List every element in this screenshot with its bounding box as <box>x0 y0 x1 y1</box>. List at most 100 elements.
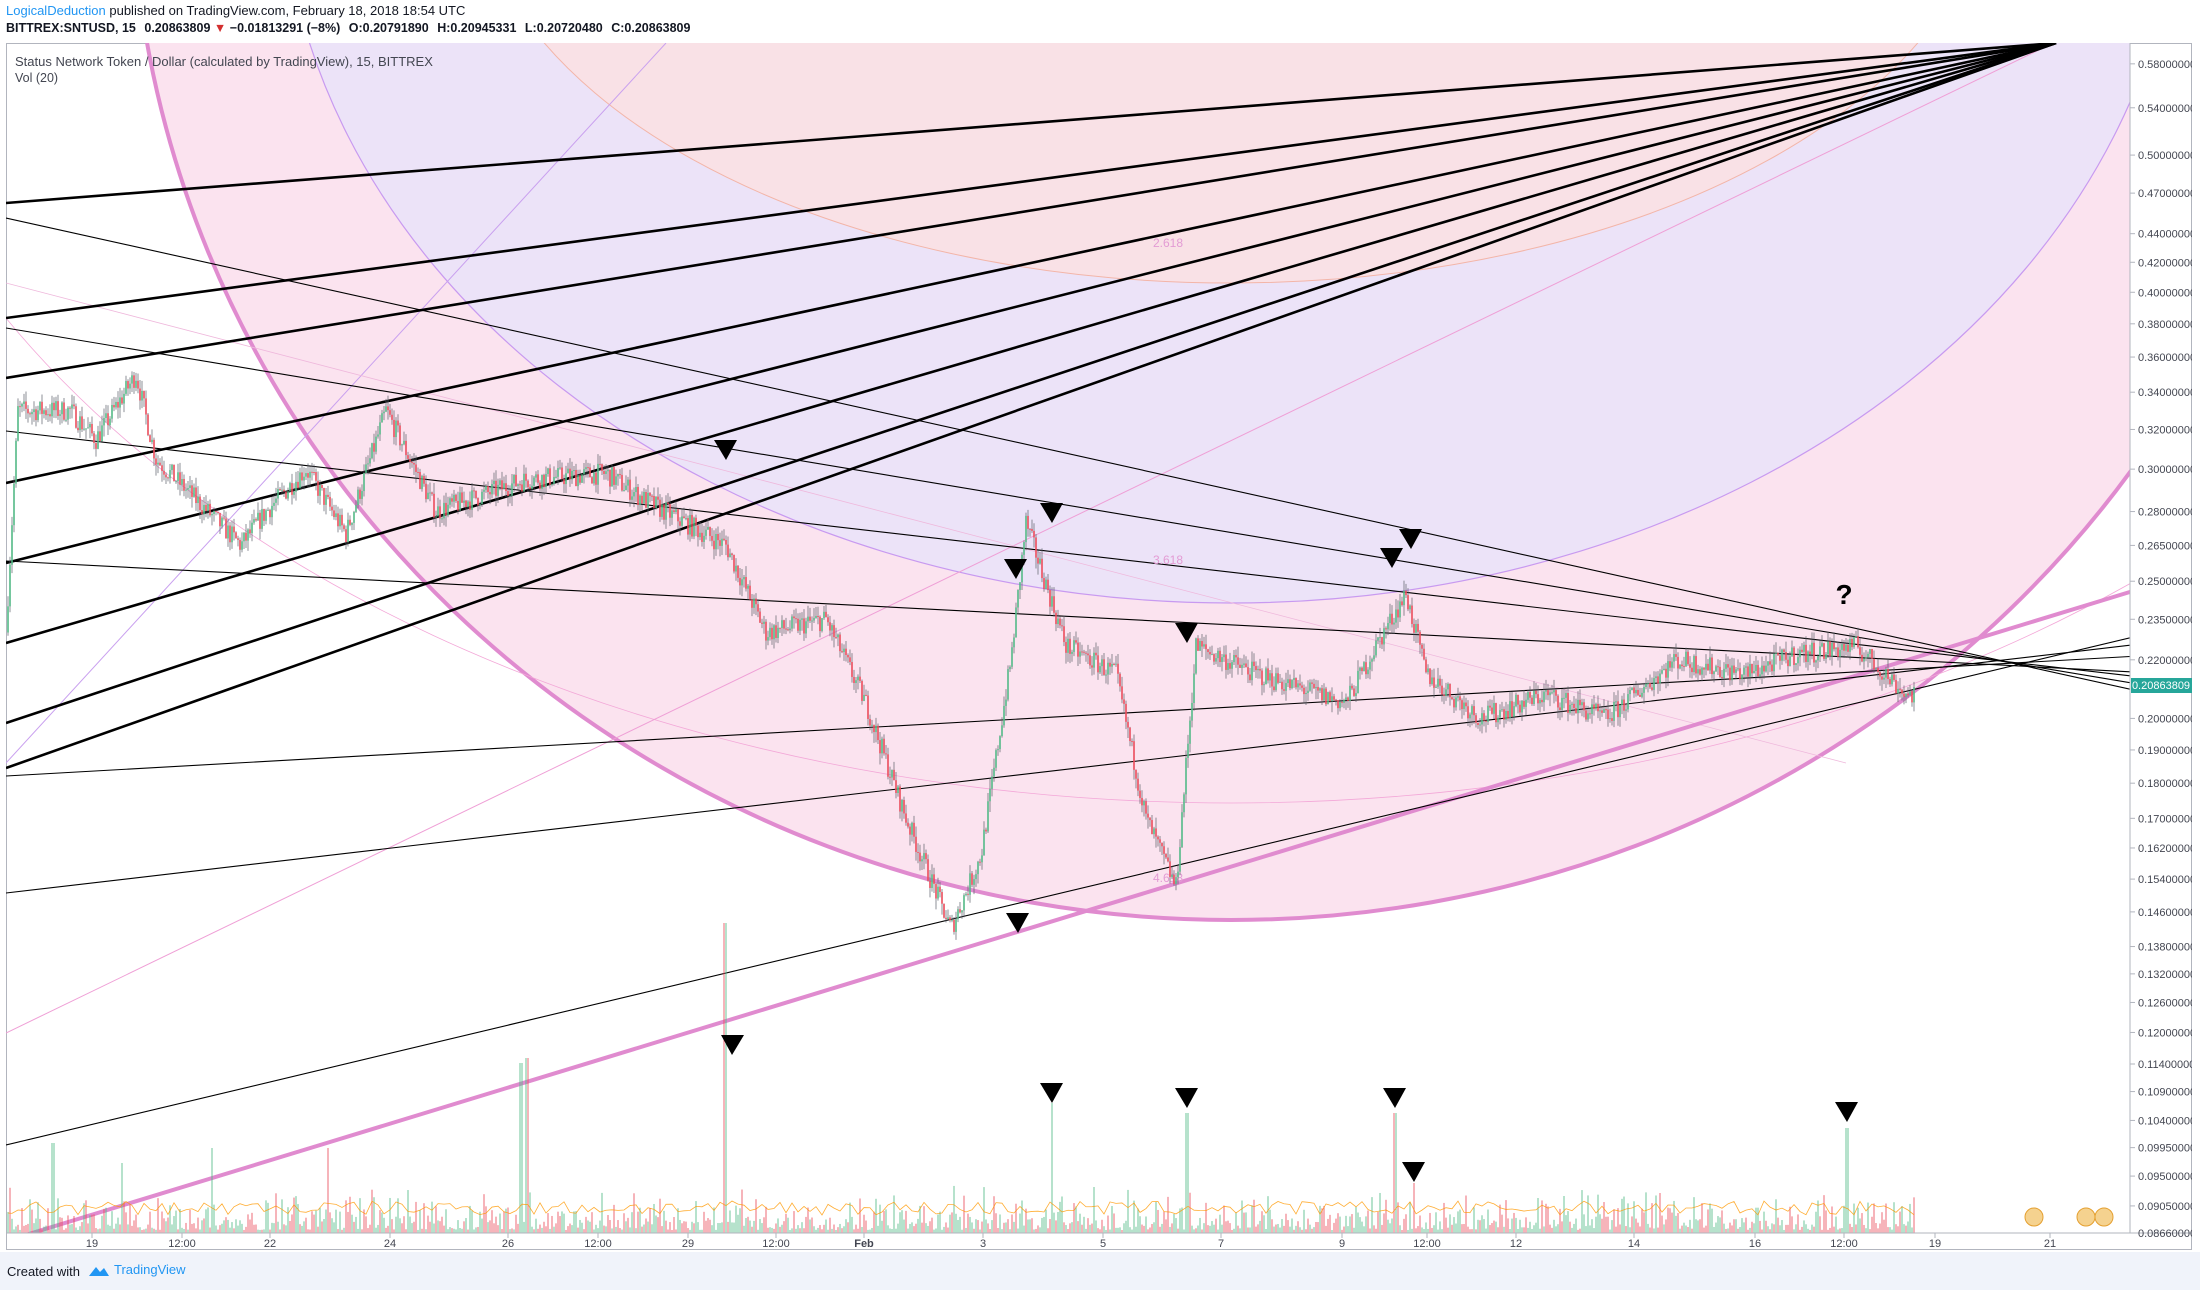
volume-bar <box>1197 1225 1199 1233</box>
volume-bar <box>1511 1218 1513 1233</box>
marker-triangle-icon[interactable] <box>714 440 737 460</box>
volume-bar <box>1425 1222 1427 1233</box>
fan-line-5[interactable] <box>6 43 2057 565</box>
candle-body <box>1857 636 1859 648</box>
candle-body <box>327 494 329 497</box>
candle-body <box>35 409 37 421</box>
candle-body <box>545 473 547 488</box>
candle-body <box>1433 677 1435 688</box>
conv-line-7[interactable] <box>6 623 2192 1146</box>
event-flag-icon[interactable] <box>2024 1207 2044 1227</box>
volume-bar <box>1003 1222 1005 1233</box>
volume-bar <box>1813 1226 1815 1233</box>
candle-body <box>167 477 169 479</box>
candle-body <box>313 472 315 474</box>
candle-body <box>1877 667 1879 673</box>
fan-line-1[interactable] <box>6 43 2057 205</box>
candle-body <box>527 480 529 488</box>
marker-triangle-icon[interactable] <box>1835 1102 1858 1122</box>
volume-bar <box>347 1211 349 1233</box>
marker-triangle-icon[interactable] <box>1040 503 1063 523</box>
price-chart[interactable]: 2.618 3.618 4.618 ? <box>6 43 2192 1250</box>
price-axis[interactable]: 0.580000000.540000000.500000000.47000000… <box>2130 59 2192 1240</box>
marker-triangle-icon[interactable] <box>1175 623 1198 643</box>
candle-body <box>463 500 465 503</box>
volume-bar <box>935 1228 937 1233</box>
volume-bar <box>1653 1228 1655 1233</box>
low-value: L:0.20720480 <box>524 21 603 35</box>
volume-bar <box>593 1229 595 1233</box>
candle-body <box>1013 637 1015 648</box>
marker-triangle-icon[interactable] <box>1380 548 1403 568</box>
time-axis[interactable]: 19 12:00 22 24 26 12:00 29 12:00 Feb 3 5 7 9 12:00 12 1… <box>86 1233 2056 1250</box>
question-annotation[interactable]: ? <box>1835 579 1852 610</box>
volume-bar <box>365 1216 367 1233</box>
volume-bar <box>83 1203 85 1233</box>
marker-triangle-icon[interactable] <box>1006 913 1029 933</box>
volume-bar <box>1645 1192 1647 1233</box>
fib-circles[interactable] <box>6 43 2192 922</box>
candle-body <box>1381 637 1383 645</box>
volume-bar <box>1361 1221 1363 1233</box>
fan-line-3[interactable] <box>6 43 2057 380</box>
volume-bar <box>1829 1227 1831 1233</box>
fan-line-8[interactable] <box>6 43 2057 770</box>
fan-line-4[interactable] <box>6 43 2057 485</box>
volume-bar <box>129 1204 131 1233</box>
volume-bar <box>949 1214 951 1233</box>
trend-line-magenta[interactable] <box>6 573 2192 1241</box>
candle-body <box>351 522 353 525</box>
event-icons[interactable] <box>2024 1207 2114 1227</box>
marker-triangle-icon[interactable] <box>1402 1162 1425 1182</box>
candle-body <box>875 725 877 733</box>
marker-triangle-icon[interactable] <box>1383 1088 1406 1108</box>
volume-bar <box>1851 1227 1853 1233</box>
volume-bar <box>1243 1212 1245 1233</box>
candles[interactable] <box>7 371 1915 940</box>
fan-line-7[interactable] <box>6 43 2057 725</box>
fan-lines[interactable] <box>6 43 2057 770</box>
event-flag-icon[interactable] <box>2094 1207 2114 1227</box>
event-flag-icon[interactable] <box>2076 1207 2096 1227</box>
price-markers[interactable] <box>714 440 1422 643</box>
candle-body <box>85 428 87 430</box>
marker-triangle-icon[interactable] <box>1040 1083 1063 1103</box>
candle-body <box>1653 678 1655 690</box>
publish-line: LogicalDeduction published on TradingVie… <box>6 3 465 18</box>
volume-bar <box>653 1203 655 1233</box>
candle-body <box>821 618 823 632</box>
volume-markers[interactable] <box>721 913 1858 1182</box>
volume-bar <box>1515 1217 1517 1233</box>
fan-line-2[interactable] <box>6 43 2057 320</box>
candle-body <box>963 895 965 911</box>
marker-triangle-icon[interactable] <box>721 1035 744 1055</box>
marker-triangle-icon[interactable] <box>1004 559 1027 579</box>
volume-bar <box>425 1229 427 1233</box>
candle-body <box>1015 607 1017 638</box>
conv-line-1[interactable] <box>6 217 2192 703</box>
volume-bar <box>1729 1222 1731 1233</box>
volume-bar <box>1261 1211 1263 1233</box>
volume-bar <box>1741 1218 1743 1233</box>
volume-bar <box>473 1229 475 1233</box>
volume-bar <box>181 1227 183 1233</box>
volume-bar <box>77 1229 79 1233</box>
candle-body <box>207 503 209 512</box>
volume-bar <box>31 1209 33 1233</box>
volume-bar <box>49 1229 51 1233</box>
marker-triangle-icon[interactable] <box>1399 529 1422 549</box>
author-link[interactable]: LogicalDeduction <box>6 3 106 18</box>
marker-triangle-icon[interactable] <box>1175 1088 1198 1108</box>
candle-body <box>655 496 657 509</box>
conv-line-6[interactable] <box>6 638 2192 894</box>
volume-bar <box>1423 1229 1425 1233</box>
tradingview-link[interactable]: TradingView <box>88 1262 186 1278</box>
volume-bar <box>1733 1219 1735 1233</box>
candle-body <box>957 909 959 920</box>
volume-bar <box>1307 1218 1309 1233</box>
candle-body <box>403 440 405 445</box>
price-tick-label: 0.19000000 <box>2138 745 2192 757</box>
conv-line-5[interactable] <box>6 653 2192 777</box>
volume-bar <box>1309 1224 1311 1233</box>
volume-bar <box>1189 1192 1191 1233</box>
